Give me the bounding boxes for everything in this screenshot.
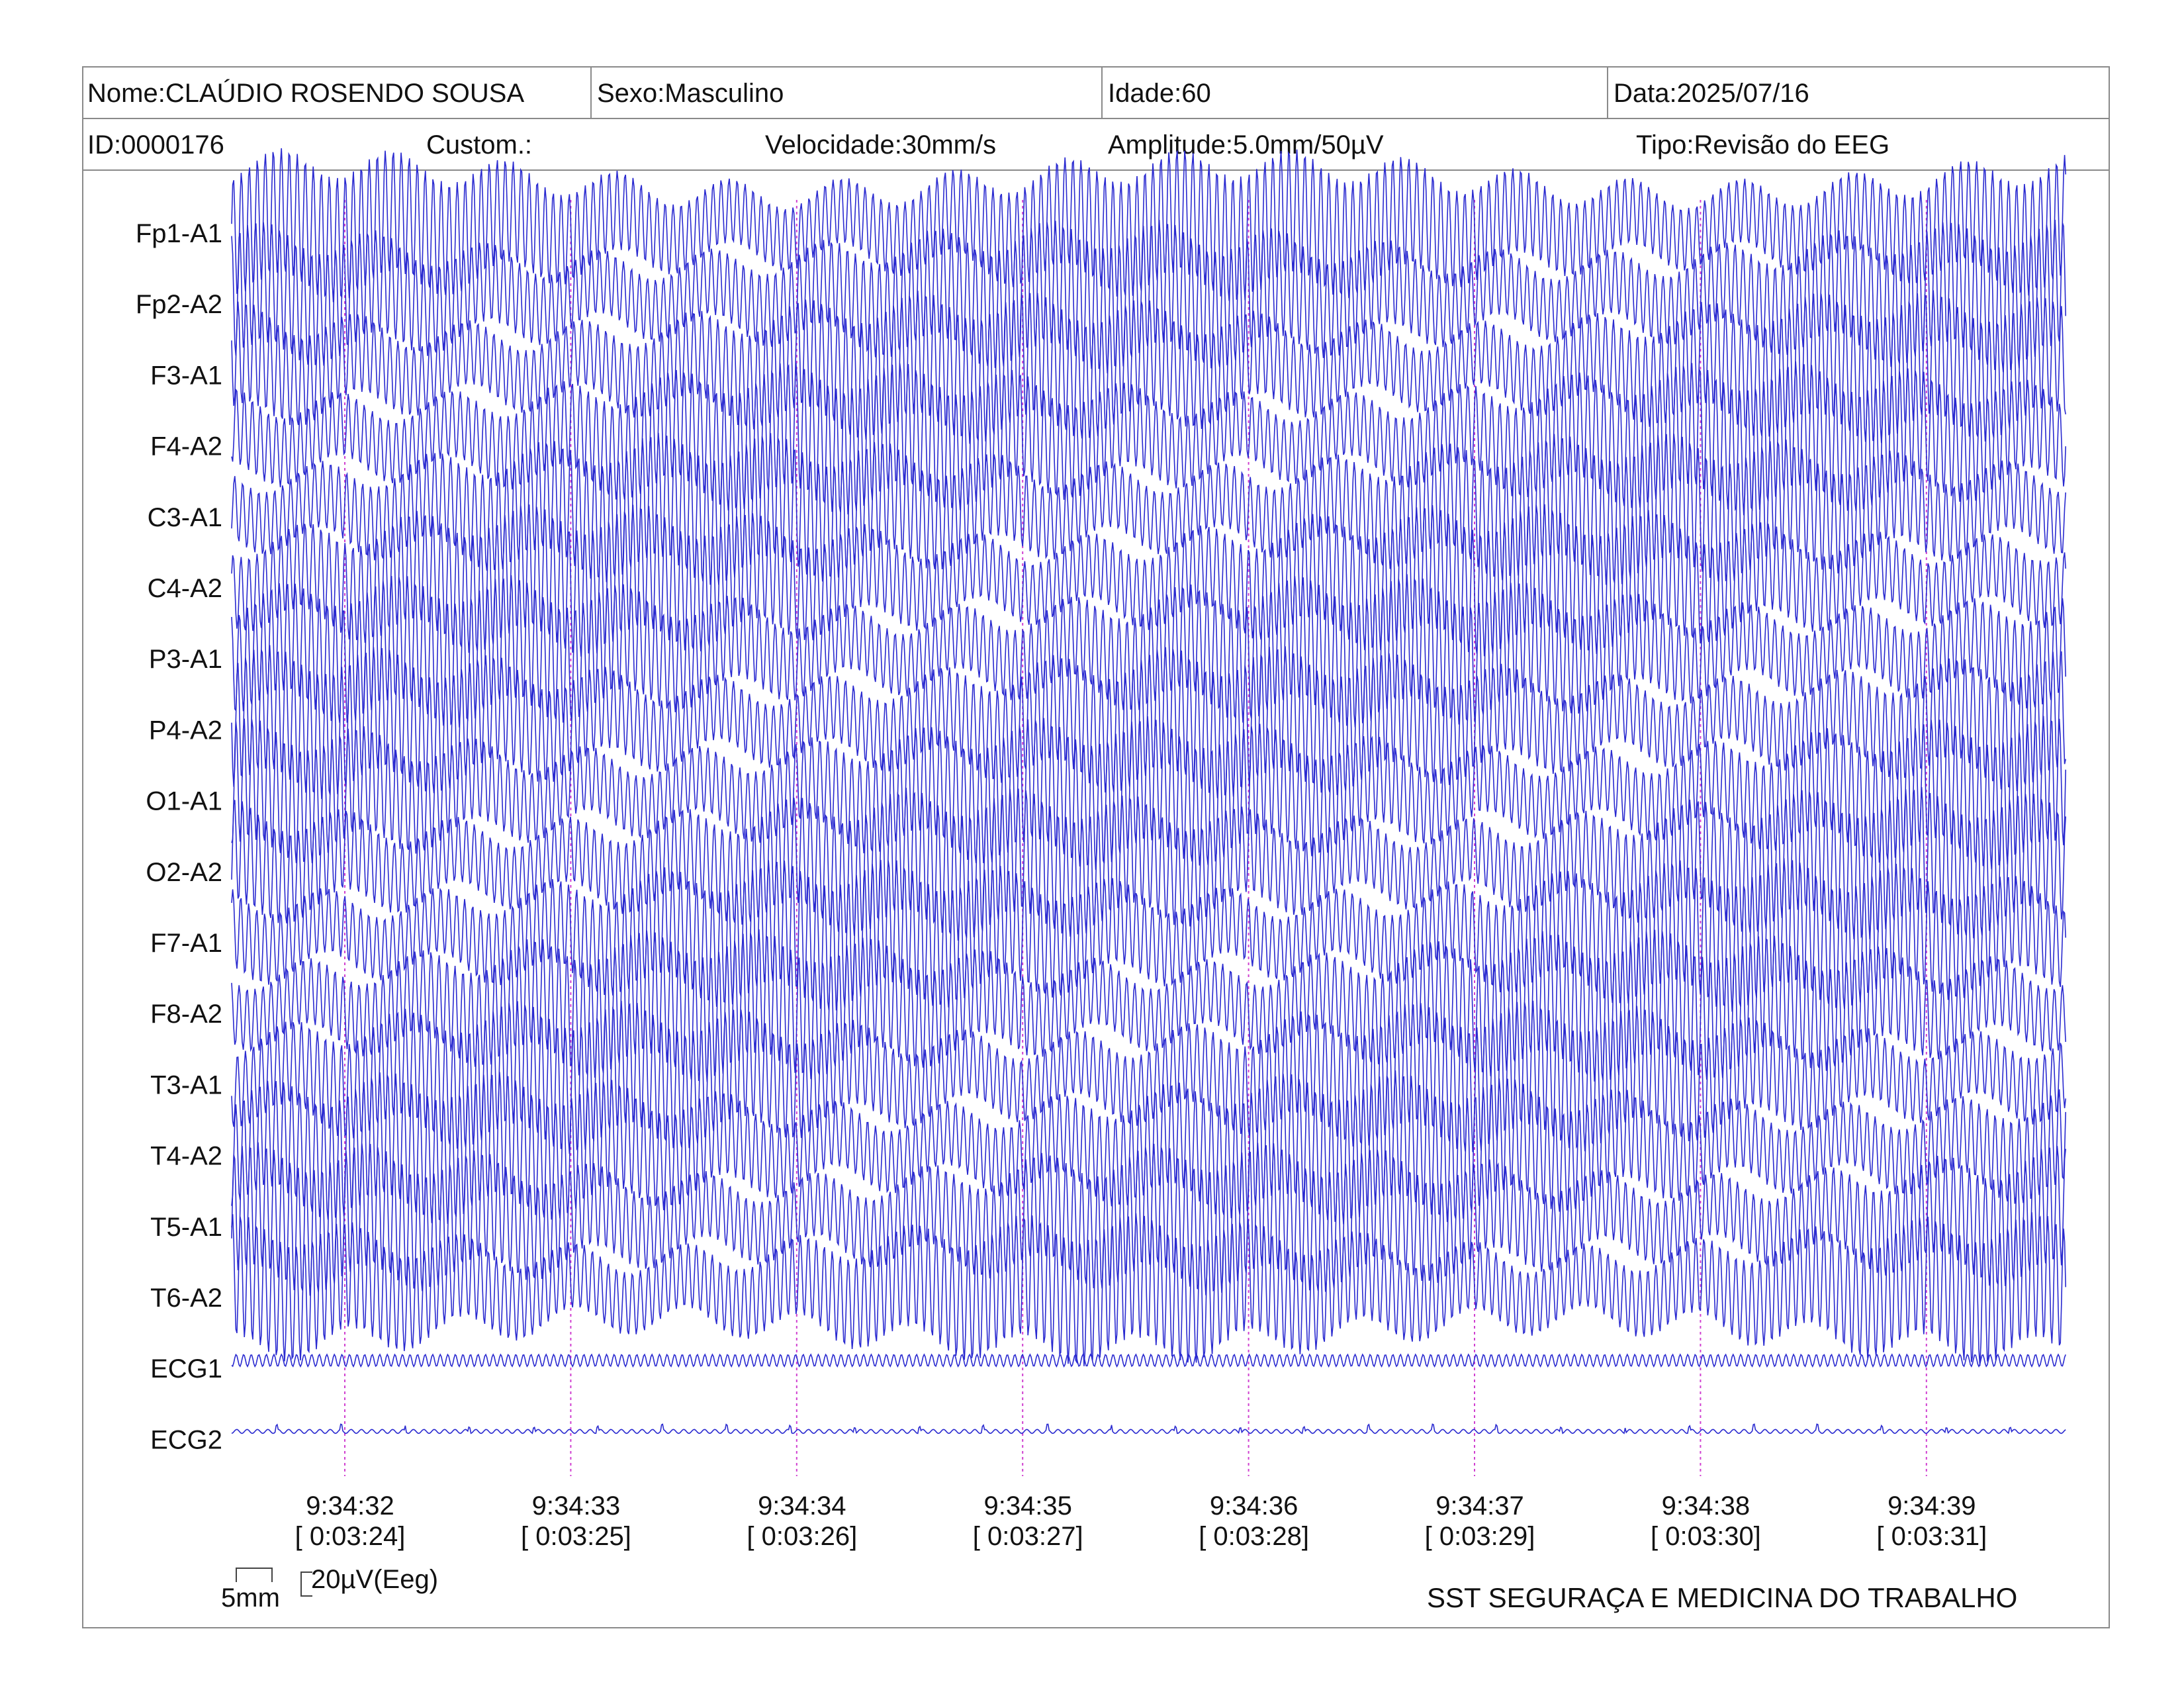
trace-o1-a1 bbox=[231, 716, 2066, 870]
channel-label: O1-A1 bbox=[146, 787, 222, 816]
time-tick-clock: 9:34:34 bbox=[758, 1491, 846, 1521]
time-tick-clock: 9:34:36 bbox=[1210, 1491, 1298, 1521]
amplitude: Amplitude:5.0mm/50µV bbox=[1108, 130, 1384, 160]
trace-t5-a1 bbox=[231, 1142, 2066, 1296]
time-tick-clock: 9:34:35 bbox=[983, 1491, 1071, 1521]
time-tick-clock: 9:34:33 bbox=[532, 1491, 620, 1521]
trace-p3-a1 bbox=[231, 574, 2066, 728]
patient-age: Idade:60 bbox=[1108, 79, 1211, 108]
trace-o2-a2 bbox=[231, 787, 2066, 941]
time-scale: 5mm bbox=[221, 1583, 280, 1613]
channel-label: C4-A2 bbox=[148, 574, 222, 603]
channel-label: F7-A1 bbox=[150, 929, 222, 958]
amp-scale-bracket bbox=[300, 1571, 312, 1597]
company-name: SST SEGURAÇA E MEDICINA DO TRABALHO bbox=[1427, 1582, 2018, 1613]
channel-label: Fp1-A1 bbox=[136, 219, 222, 248]
report-frame: Nome:CLAÚDIO ROSENDO SOUSA Sexo:Masculin… bbox=[82, 66, 2110, 1628]
channel-label: F4-A2 bbox=[150, 432, 222, 461]
patient-sex: Sexo:Masculino bbox=[597, 79, 784, 108]
channel-label: F8-A2 bbox=[150, 1000, 222, 1029]
time-tick-elapsed: [ 0:03:30] bbox=[1651, 1522, 1761, 1551]
trace-t3-a1 bbox=[231, 1000, 2066, 1154]
eeg-plot: 9:34:32[ 0:03:24] 9:34:33[ 0:03:25] 9:34:3… bbox=[136, 148, 2066, 1551]
channel-label: P3-A1 bbox=[149, 645, 222, 674]
trace-c4-a2 bbox=[231, 504, 2066, 657]
speed: Velocidade:30mm/s bbox=[765, 130, 997, 160]
trace-t6-a2 bbox=[231, 1212, 2066, 1366]
trace-ecg2 bbox=[231, 1423, 2066, 1434]
trace-t4-a2 bbox=[231, 1070, 2066, 1225]
time-tick-clock: 9:34:39 bbox=[1888, 1491, 1976, 1521]
channel-label: ECG1 bbox=[150, 1354, 222, 1383]
time-scale-bracket bbox=[236, 1568, 273, 1582]
trace-fp1-a1 bbox=[231, 148, 2066, 303]
trace-f8-a2 bbox=[231, 929, 2066, 1082]
patient-name: Nome:CLAÚDIO ROSENDO SOUSA bbox=[87, 79, 525, 108]
time-tick-elapsed: [ 0:03:24] bbox=[295, 1522, 406, 1551]
channel-label: T4-A2 bbox=[150, 1142, 222, 1171]
trace-f3-a1 bbox=[231, 290, 2066, 444]
time-tick-elapsed: [ 0:03:27] bbox=[973, 1522, 1083, 1551]
channel-label: ECG2 bbox=[150, 1425, 222, 1454]
amp-scale: 20µV(Eeg) bbox=[311, 1565, 439, 1594]
channel-label: O2-A2 bbox=[146, 858, 222, 887]
time-tick-clock: 9:34:32 bbox=[306, 1491, 394, 1521]
channel-label: C3-A1 bbox=[148, 503, 222, 532]
trace-c3-a1 bbox=[231, 432, 2066, 585]
trace-p4-a2 bbox=[231, 645, 2066, 800]
time-tick-elapsed: [ 0:03:31] bbox=[1876, 1522, 1987, 1551]
header-row-2: ID:0000176 Custom.: Velocidade:30mm/s Am… bbox=[83, 119, 2109, 171]
header-row-1: Nome:CLAÚDIO ROSENDO SOUSA Sexo:Masculin… bbox=[83, 68, 2109, 119]
patient-id: ID:0000176 bbox=[87, 130, 224, 160]
channel-label: F3-A1 bbox=[150, 361, 222, 390]
trace-ecg1 bbox=[231, 1353, 2066, 1368]
time-tick-elapsed: [ 0:03:26] bbox=[747, 1522, 857, 1551]
exam-type: Tipo:Revisão do EEG bbox=[1636, 130, 1890, 160]
channel-label: Fp2-A2 bbox=[136, 290, 222, 319]
time-tick-clock: 9:34:38 bbox=[1662, 1491, 1750, 1521]
channel-label: T5-A1 bbox=[150, 1213, 222, 1242]
time-tick-clock: 9:34:37 bbox=[1435, 1491, 1524, 1521]
channel-label: P4-A2 bbox=[149, 716, 222, 745]
custom-field: Custom.: bbox=[426, 130, 533, 160]
time-tick-elapsed: [ 0:03:28] bbox=[1199, 1522, 1309, 1551]
time-tick-elapsed: [ 0:03:29] bbox=[1425, 1522, 1535, 1551]
channel-label: T3-A1 bbox=[150, 1070, 222, 1100]
trace-f4-a2 bbox=[231, 361, 2066, 516]
trace-f7-a1 bbox=[231, 858, 2066, 1012]
time-tick-elapsed: [ 0:03:25] bbox=[521, 1522, 631, 1551]
exam-date: Data:2025/07/16 bbox=[1614, 79, 1809, 108]
channel-label: T6-A2 bbox=[150, 1284, 222, 1313]
